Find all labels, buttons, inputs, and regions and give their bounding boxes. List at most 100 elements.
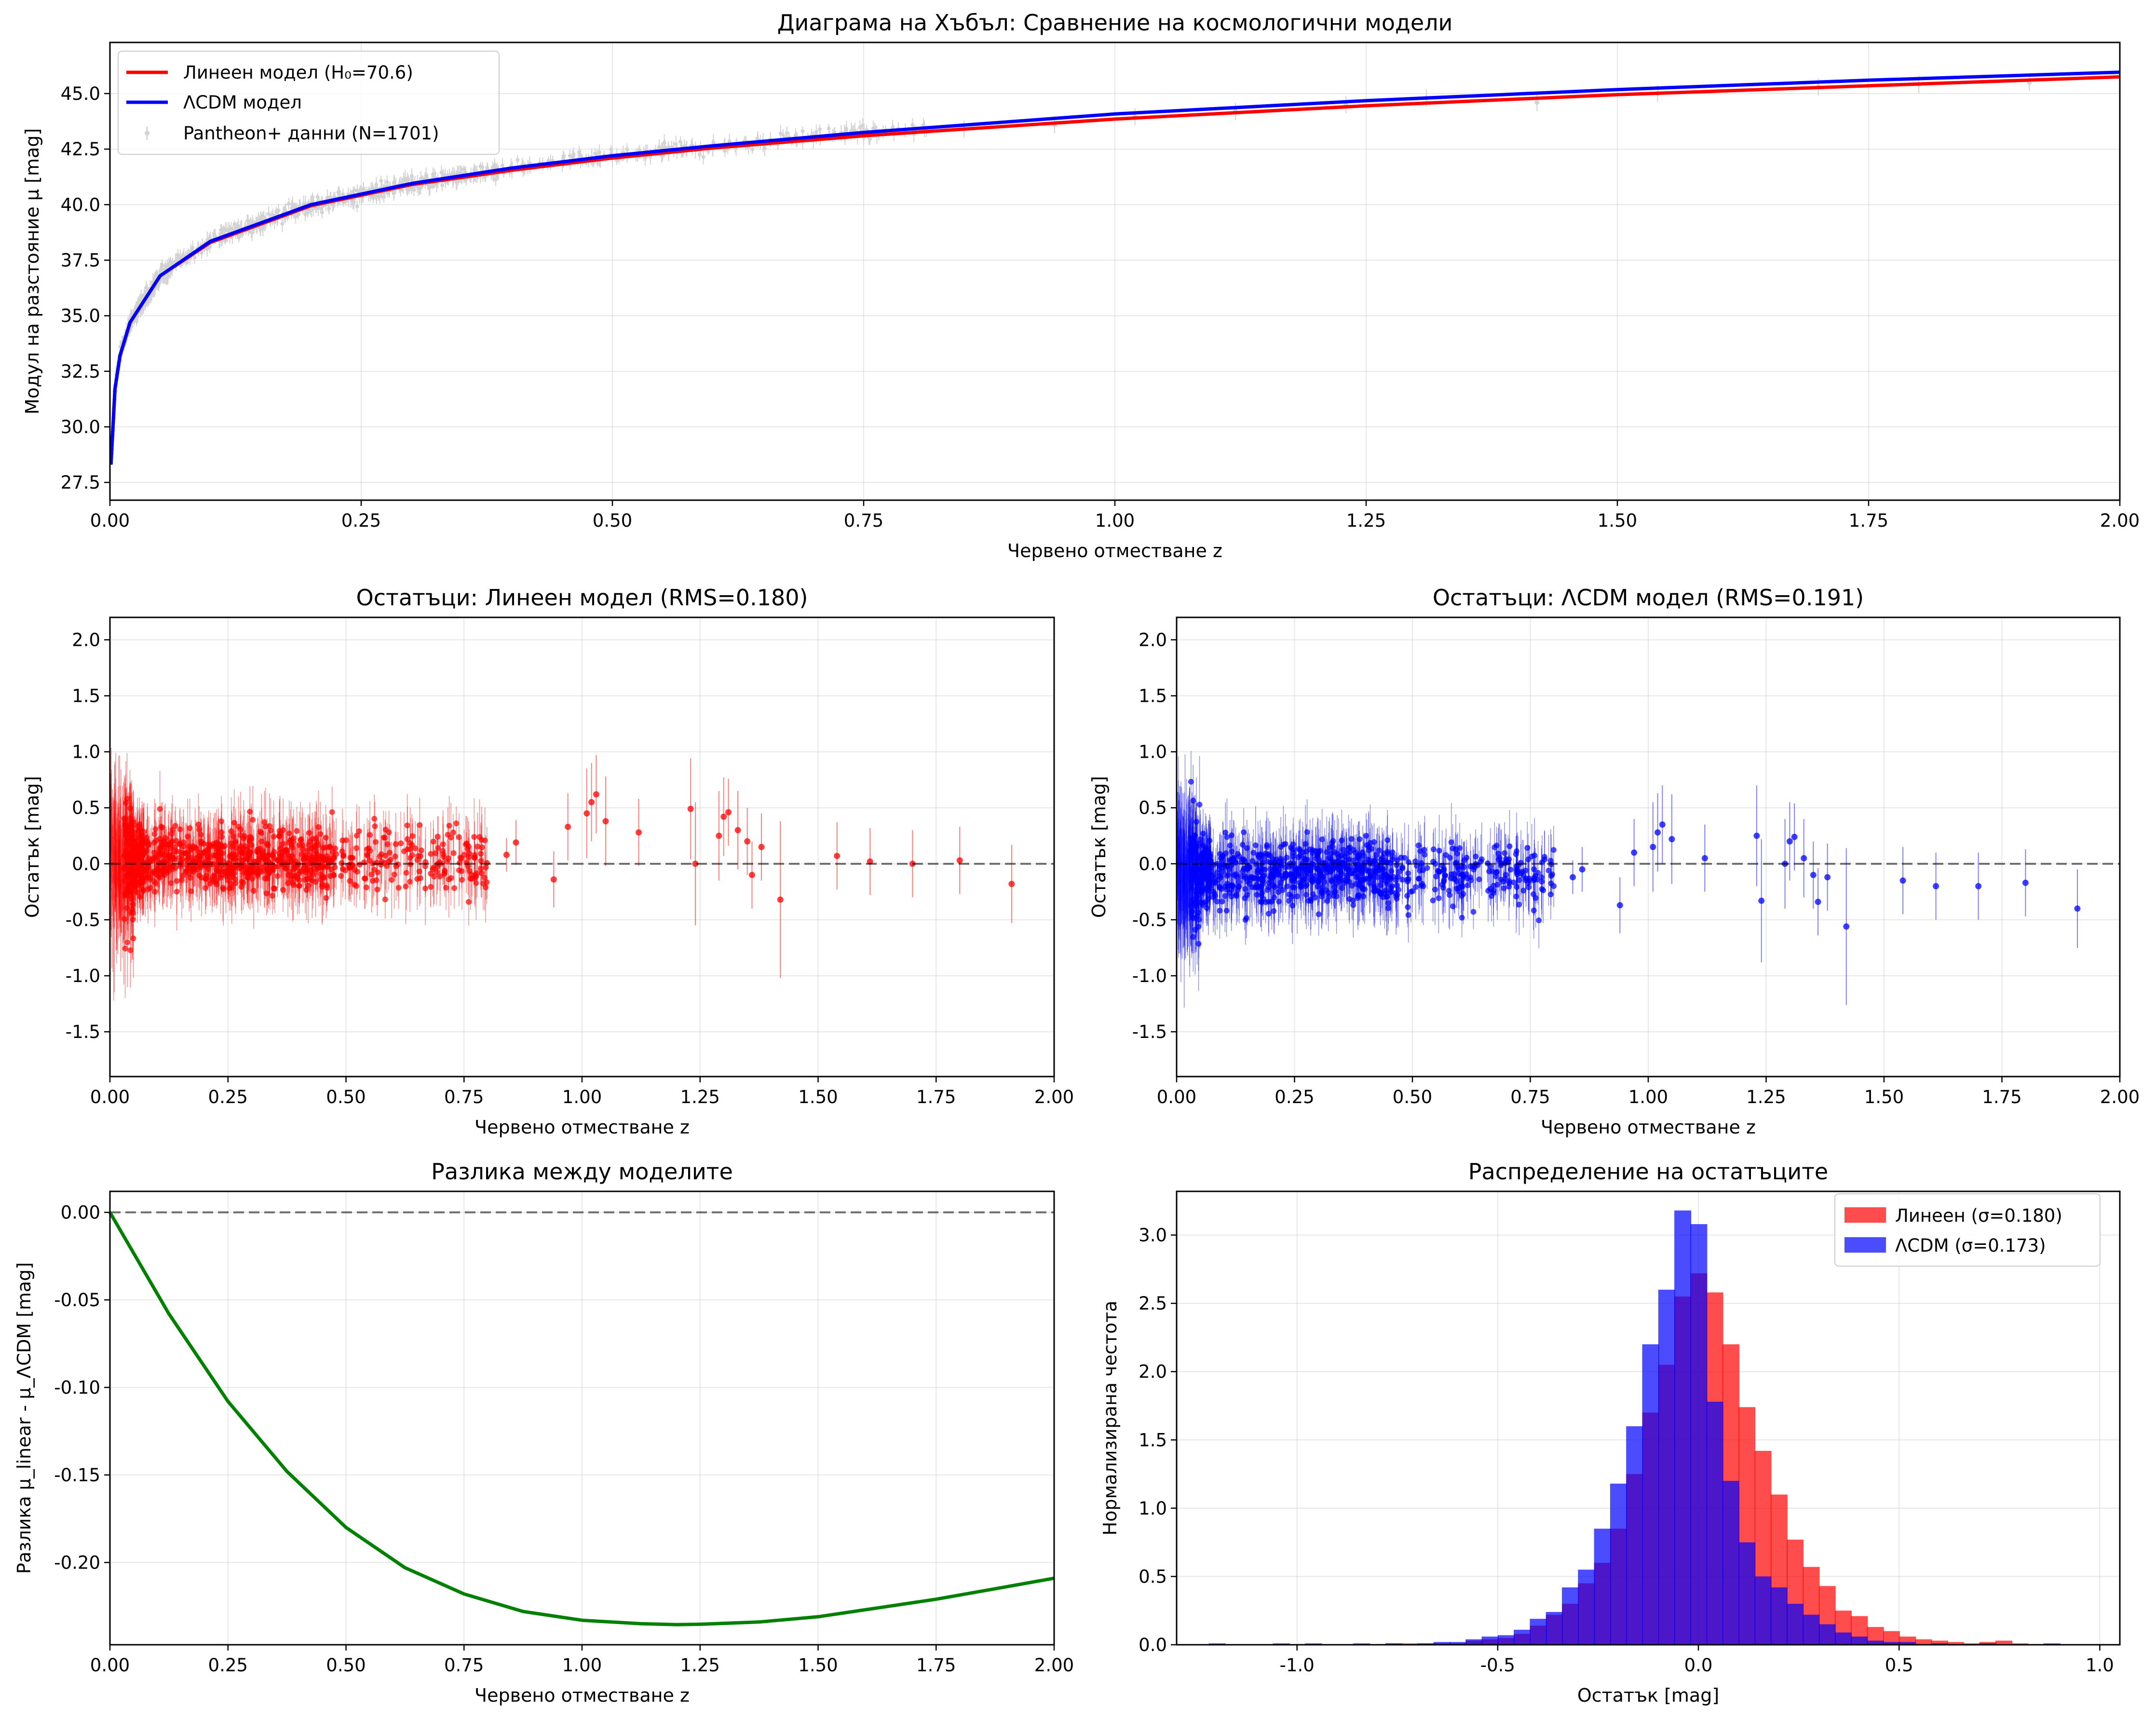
x-tick-label: 0.50 bbox=[593, 510, 632, 531]
residual-point bbox=[131, 884, 137, 890]
data-point bbox=[260, 214, 265, 218]
residual-point bbox=[271, 855, 277, 861]
residual-point bbox=[777, 896, 784, 903]
data-point bbox=[280, 222, 285, 226]
residual-point bbox=[403, 883, 409, 889]
residual-point bbox=[635, 829, 642, 836]
residual-point bbox=[169, 831, 175, 837]
x-tick-label: 0.75 bbox=[844, 510, 883, 531]
residual-point bbox=[354, 869, 360, 875]
residual-point bbox=[232, 880, 239, 887]
residual-point bbox=[271, 833, 277, 840]
x-tick-label: 0.00 bbox=[90, 510, 130, 531]
residual-point bbox=[409, 833, 416, 839]
y-tick-label: 42.5 bbox=[61, 139, 100, 160]
residual-point bbox=[141, 841, 147, 847]
y-tick-label: 32.5 bbox=[61, 361, 100, 382]
residual-point bbox=[443, 885, 449, 891]
legend-swatch-data-dot bbox=[145, 131, 149, 136]
x-tick-label: 0.75 bbox=[444, 1087, 484, 1107]
residual-point bbox=[513, 839, 519, 846]
residual-point bbox=[215, 841, 221, 847]
data-point bbox=[615, 158, 619, 163]
residual-point bbox=[1550, 847, 1557, 853]
data-point bbox=[657, 145, 661, 149]
residual-point bbox=[198, 853, 204, 859]
residual-point bbox=[123, 905, 130, 911]
data-point bbox=[351, 189, 355, 193]
data-point bbox=[637, 148, 641, 152]
residual-point bbox=[340, 852, 347, 859]
data-point bbox=[240, 232, 244, 236]
residual-point bbox=[415, 853, 421, 859]
data-point bbox=[814, 130, 818, 134]
residual-point bbox=[329, 809, 335, 815]
residual-point bbox=[124, 939, 131, 945]
data-point bbox=[379, 178, 383, 183]
residual-point bbox=[716, 833, 722, 839]
data-point bbox=[674, 142, 678, 146]
residual-point bbox=[466, 850, 473, 857]
residual-point bbox=[323, 834, 329, 841]
data-point bbox=[577, 150, 582, 154]
residual-point bbox=[473, 880, 479, 886]
residual-point bbox=[758, 844, 765, 850]
lcdm-model-line bbox=[109, 70, 2120, 465]
residual-point bbox=[450, 850, 457, 856]
data-point bbox=[286, 202, 291, 206]
residual-point bbox=[246, 849, 252, 856]
residual-point bbox=[218, 818, 225, 824]
residual-point bbox=[178, 877, 185, 883]
residual-point bbox=[477, 865, 484, 872]
data-point bbox=[492, 163, 497, 167]
residual-point bbox=[250, 887, 257, 894]
residual-point bbox=[218, 850, 224, 856]
residual-point bbox=[1436, 895, 1442, 901]
residual-point bbox=[387, 849, 393, 856]
residual-point bbox=[130, 916, 136, 923]
residual-point bbox=[177, 826, 183, 833]
residual-point bbox=[1223, 907, 1230, 914]
residual-point bbox=[380, 834, 387, 841]
data-point bbox=[515, 158, 520, 162]
data-point bbox=[337, 190, 341, 194]
residual-point bbox=[261, 819, 268, 825]
y-tick-label: 1.5 bbox=[72, 686, 100, 707]
residual-point bbox=[218, 829, 225, 835]
residual-point bbox=[298, 851, 305, 858]
residual-point bbox=[428, 884, 434, 890]
residual-point bbox=[172, 823, 178, 829]
data-point bbox=[232, 222, 237, 226]
data-point bbox=[267, 212, 271, 216]
residual-point bbox=[418, 847, 424, 854]
data-point bbox=[382, 195, 386, 199]
y-tick-label: -1.0 bbox=[66, 966, 100, 986]
hubble-xlabel: Червено отместване z bbox=[1007, 540, 1222, 561]
residual-point bbox=[448, 875, 454, 881]
residual-point bbox=[565, 823, 571, 830]
x-tick-label: 1.00 bbox=[562, 1087, 602, 1107]
data-point bbox=[678, 139, 682, 144]
residual-point bbox=[956, 857, 963, 864]
data-point bbox=[727, 139, 732, 143]
residual-point bbox=[482, 837, 488, 844]
residual-point bbox=[184, 857, 190, 863]
residual-point bbox=[478, 851, 484, 857]
linear-residuals-xlabel: Червено отместване z bbox=[475, 1117, 690, 1138]
data-point bbox=[160, 262, 164, 267]
data-point bbox=[794, 134, 798, 138]
data-point bbox=[406, 179, 410, 183]
residual-point bbox=[163, 848, 170, 854]
residual-point bbox=[122, 878, 128, 884]
residual-point bbox=[222, 843, 228, 849]
residual-point bbox=[339, 866, 346, 872]
data-point bbox=[750, 147, 755, 151]
residual-point bbox=[353, 845, 360, 851]
plot-frame bbox=[109, 41, 2121, 501]
residual-point bbox=[343, 837, 349, 843]
residual-point bbox=[202, 885, 208, 891]
residual-point bbox=[247, 808, 253, 815]
data-point bbox=[325, 195, 330, 200]
legend-label-data: Pantheon+ данни (N=1701) bbox=[183, 123, 439, 144]
residual-point bbox=[720, 813, 727, 820]
